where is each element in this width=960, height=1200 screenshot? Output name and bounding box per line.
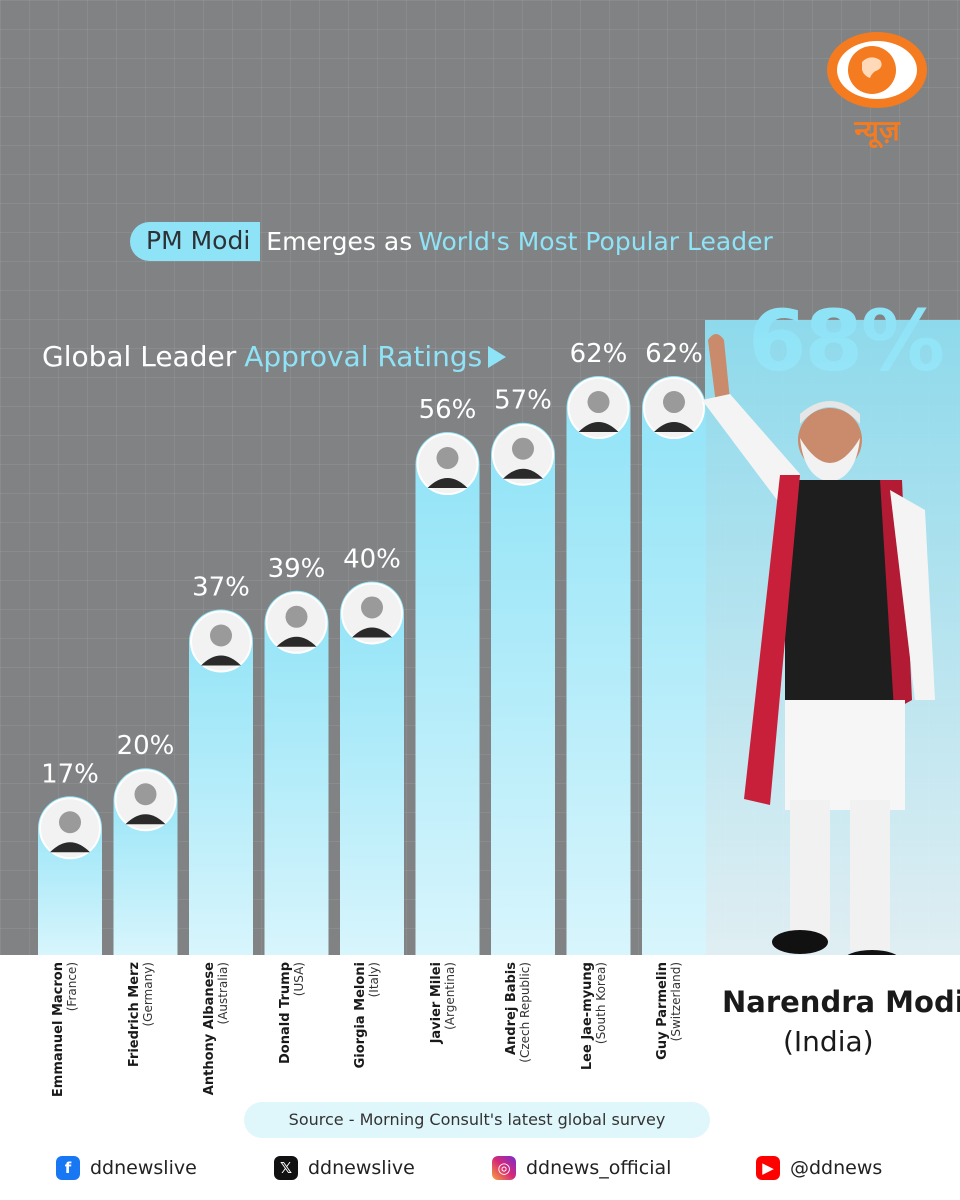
subtitle-text: Global Leader [42,340,237,373]
category-label: Andrej Babis (Czech Republic) [504,962,545,1112]
avatar-head [512,437,534,460]
avatar-body [125,814,166,825]
bar [264,590,329,955]
category-label: Javier Milei (Argentina) [428,962,470,1112]
leader-name: Giorgia Meloni [353,962,368,1069]
data-label: 57% [494,386,552,416]
bar [491,422,555,955]
avatar-body [50,842,90,853]
social-youtube[interactable]: ▶ @ddnews [756,1156,882,1180]
data-label: 56% [419,395,477,425]
youtube-icon: ▶ [756,1156,780,1180]
avatar-head [436,447,459,470]
leader-country: (Switzerland) [669,962,684,1042]
bar-group: 57% [491,386,555,955]
bar-group: 62% [642,339,706,955]
logo-text: न्यूज़ [853,114,901,148]
bar-group: 20% [113,731,178,955]
bar [566,376,631,955]
x-handle: ddnewslive [308,1157,415,1179]
facebook-icon: f [56,1156,80,1180]
avatar-body [276,636,317,647]
leader-country: (South Korea) [593,962,608,1045]
leader-name: Javier Milei [428,962,444,1044]
avatar-body [654,422,694,433]
avatar-body [352,627,392,638]
category-label: Anthony Albanese (Australia) [202,962,243,1112]
bottom-panel [0,955,960,1200]
bar-group: 62% [566,339,631,955]
bar [642,376,706,955]
bar [415,432,480,955]
bar-group: 39% [264,554,329,955]
data-label: 39% [268,554,326,584]
leader-country: (USA) [291,962,306,997]
category-label: Donald Trump (USA) [277,962,319,1112]
subtitle-accent: Approval Ratings [244,340,483,373]
leader-country: (Germany) [140,962,155,1027]
avatar-head [663,391,685,414]
avatar-body [201,655,241,666]
social-x[interactable]: 𝕏 ddnewslive [274,1156,415,1180]
leader-name: Lee Jae-myung [579,962,595,1071]
source-note: Source - Morning Consult's latest global… [244,1102,710,1138]
avatar-body [503,468,543,479]
leader-country: (Italy) [367,962,382,998]
instagram-handle: ddnews_official [526,1157,672,1179]
category-label: Giorgia Meloni (Italy) [353,962,394,1112]
youtube-handle: @ddnews [790,1157,883,1179]
avatar-head [285,605,308,628]
dd-news-logo: न्यूज़ [827,32,927,148]
bar-group: 37% [189,572,253,955]
leader-country: (Argentina) [442,962,457,1030]
category-label: Friedrich Merz (Germany) [126,962,168,1112]
chart-subtitle: Global Leader Approval Ratings [42,340,507,373]
headline-pill: PM Modi [130,222,261,261]
leader-country: (Australia) [216,962,231,1025]
x-icon: 𝕏 [274,1156,298,1180]
bar-group: 56% [415,395,480,955]
avatar-body [427,478,468,489]
data-label: 17% [41,759,99,789]
category-label: Lee Jae-myung (South Korea) [579,962,621,1112]
leader-country: (Czech Republic) [518,962,533,1063]
bar-group: 17% [38,759,102,955]
bar [340,581,404,955]
leader-name: Anthony Albanese [202,962,217,1096]
data-label: 62% [645,339,703,369]
category-label: Guy Parmelin (Switzerland) [655,962,696,1112]
bar-group: 40% [340,544,404,955]
category-label: Emmanuel Macron (France) [51,962,92,1112]
leader-name: Andrej Babis [504,962,519,1056]
social-facebook[interactable]: f ddnewslive [56,1156,197,1180]
bar [189,609,253,955]
facebook-handle: ddnewslive [90,1157,197,1179]
social-instagram[interactable]: ◎ ddnews_official [492,1156,671,1180]
data-label: 20% [117,731,175,761]
data-label: 62% [570,339,628,369]
featured-name: Narendra Modi [722,985,960,1019]
avatar-head [134,783,157,806]
play-arrow-icon [488,345,507,368]
instagram-icon: ◎ [492,1156,516,1180]
leader-country: (France) [65,962,80,1012]
avatar-head [587,391,610,414]
leader-name: Emmanuel Macron [51,962,66,1098]
leader-name: Friedrich Merz [126,962,142,1068]
headline-accent: World's Most Popular Leader [418,227,773,256]
avatar-head [361,596,383,619]
avatar-head [59,811,81,834]
avatar-head [210,624,232,647]
leader-name: Guy Parmelin [655,962,670,1060]
data-label: 37% [192,572,250,602]
avatar-body [578,422,619,433]
headline-middle: Emerges as [266,227,413,256]
data-label: 40% [343,544,401,574]
featured-leader-photo [702,334,935,974]
featured-country: (India) [783,1025,874,1058]
headline: PM Modi Emerges as World's Most Popular … [130,222,773,261]
leader-name: Donald Trump [277,962,293,1064]
